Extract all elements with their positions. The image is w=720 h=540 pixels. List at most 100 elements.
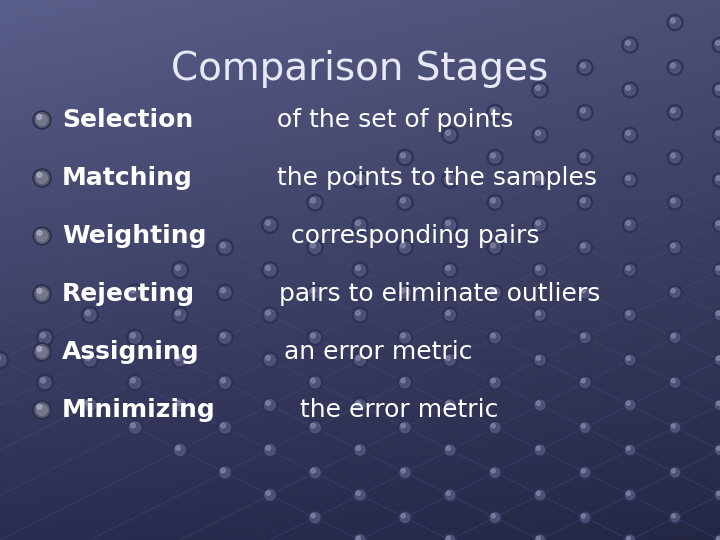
Circle shape bbox=[220, 243, 225, 248]
Circle shape bbox=[670, 513, 680, 522]
Circle shape bbox=[401, 514, 405, 518]
Circle shape bbox=[490, 197, 500, 208]
Circle shape bbox=[536, 176, 541, 180]
Circle shape bbox=[487, 194, 503, 211]
Circle shape bbox=[716, 86, 720, 90]
Circle shape bbox=[311, 378, 315, 383]
Circle shape bbox=[535, 355, 545, 365]
Circle shape bbox=[536, 221, 541, 225]
Circle shape bbox=[491, 423, 495, 428]
Circle shape bbox=[446, 221, 451, 225]
Text: Matching: Matching bbox=[62, 166, 193, 190]
Circle shape bbox=[86, 355, 91, 360]
Circle shape bbox=[581, 244, 585, 248]
Circle shape bbox=[355, 445, 365, 455]
Circle shape bbox=[580, 468, 590, 477]
Circle shape bbox=[490, 287, 500, 298]
Circle shape bbox=[535, 400, 545, 410]
Circle shape bbox=[670, 18, 675, 23]
Circle shape bbox=[39, 332, 51, 343]
Circle shape bbox=[442, 217, 458, 233]
Circle shape bbox=[712, 37, 720, 53]
Circle shape bbox=[491, 243, 495, 248]
Circle shape bbox=[714, 534, 720, 540]
Circle shape bbox=[266, 266, 271, 271]
Circle shape bbox=[716, 537, 720, 540]
Circle shape bbox=[671, 334, 675, 338]
Circle shape bbox=[715, 310, 720, 320]
Circle shape bbox=[33, 169, 51, 187]
Circle shape bbox=[667, 105, 683, 120]
Circle shape bbox=[356, 491, 360, 495]
Circle shape bbox=[669, 511, 681, 524]
Circle shape bbox=[443, 353, 457, 367]
Circle shape bbox=[444, 534, 456, 540]
Circle shape bbox=[534, 534, 546, 540]
Circle shape bbox=[716, 266, 720, 271]
Circle shape bbox=[667, 59, 683, 76]
Circle shape bbox=[668, 330, 682, 345]
Circle shape bbox=[37, 374, 53, 391]
Circle shape bbox=[176, 265, 181, 271]
Circle shape bbox=[310, 287, 320, 298]
Circle shape bbox=[626, 40, 631, 45]
Circle shape bbox=[221, 423, 225, 428]
Circle shape bbox=[172, 397, 188, 413]
Circle shape bbox=[713, 127, 720, 143]
Circle shape bbox=[624, 399, 636, 411]
Circle shape bbox=[217, 239, 233, 256]
Circle shape bbox=[487, 330, 503, 345]
Circle shape bbox=[577, 150, 593, 165]
Circle shape bbox=[671, 379, 675, 383]
Circle shape bbox=[397, 375, 413, 390]
Circle shape bbox=[535, 220, 545, 231]
Circle shape bbox=[581, 424, 585, 428]
Circle shape bbox=[446, 446, 450, 450]
Circle shape bbox=[35, 345, 50, 360]
Circle shape bbox=[37, 404, 42, 409]
Circle shape bbox=[127, 374, 143, 391]
Text: of the set of points: of the set of points bbox=[269, 108, 513, 132]
Circle shape bbox=[491, 379, 495, 383]
Circle shape bbox=[442, 172, 458, 188]
Circle shape bbox=[444, 129, 456, 141]
Circle shape bbox=[669, 466, 681, 479]
Circle shape bbox=[310, 377, 320, 388]
Circle shape bbox=[262, 262, 278, 278]
Circle shape bbox=[578, 330, 592, 345]
Circle shape bbox=[444, 219, 456, 231]
Circle shape bbox=[623, 308, 637, 322]
Circle shape bbox=[171, 261, 189, 279]
Circle shape bbox=[716, 447, 720, 450]
Circle shape bbox=[715, 220, 720, 230]
Circle shape bbox=[400, 512, 410, 522]
Circle shape bbox=[533, 398, 547, 412]
Circle shape bbox=[716, 356, 720, 360]
Circle shape bbox=[127, 284, 143, 301]
Circle shape bbox=[33, 343, 51, 361]
Circle shape bbox=[714, 39, 720, 50]
Circle shape bbox=[581, 379, 585, 383]
Circle shape bbox=[536, 491, 540, 495]
Circle shape bbox=[626, 401, 630, 406]
Circle shape bbox=[400, 197, 410, 208]
Circle shape bbox=[311, 514, 315, 518]
Circle shape bbox=[713, 218, 720, 232]
Circle shape bbox=[353, 533, 367, 540]
Circle shape bbox=[129, 287, 141, 299]
Circle shape bbox=[581, 288, 585, 293]
Circle shape bbox=[442, 262, 458, 278]
Circle shape bbox=[488, 421, 502, 435]
Circle shape bbox=[398, 465, 412, 480]
Circle shape bbox=[37, 347, 48, 357]
Circle shape bbox=[310, 288, 315, 293]
Circle shape bbox=[715, 265, 720, 275]
Circle shape bbox=[715, 175, 720, 185]
Circle shape bbox=[174, 444, 186, 455]
Circle shape bbox=[581, 153, 585, 158]
Circle shape bbox=[626, 266, 631, 271]
Circle shape bbox=[623, 218, 637, 232]
Circle shape bbox=[220, 333, 225, 338]
Circle shape bbox=[84, 399, 96, 411]
Circle shape bbox=[81, 352, 99, 368]
